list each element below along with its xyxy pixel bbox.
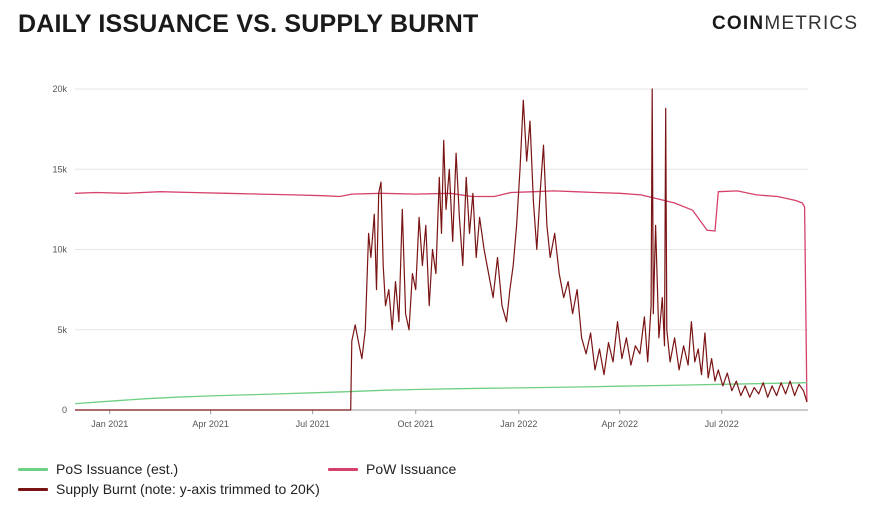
logo-text-bold: COIN [712,13,765,34]
x-tick-label: Apr 2022 [601,419,638,429]
x-tick-label: Jul 2022 [705,419,739,429]
y-tick-label: 10k [52,245,67,255]
legend-swatch-pos [18,467,48,471]
x-tick-label: Apr 2021 [192,419,229,429]
y-tick-label: 15k [52,164,67,174]
legend-swatch-burn [18,487,48,491]
y-tick-label: 0 [62,405,67,415]
y-tick-label: 20k [52,84,67,94]
x-tick-label: Oct 2021 [397,419,434,429]
legend-item-pow: PoW Issuance [328,461,456,477]
chart-title: DAILY ISSUANCE VS. SUPPLY BURNT [18,10,479,38]
legend-label-pow: PoW Issuance [366,461,457,477]
legend-item-burn: Supply Burnt (note: y-axis trimmed to 20… [18,481,320,497]
line-chart: 0 5k 10k 15k 20k Jan 2021 Apr 2021 Jul 2021 Oct … [52,84,808,429]
y-tick-label: 5k [57,325,67,335]
legend-item-pos: PoS Issuance (est.) [18,461,178,477]
logo-text-light: METRICS [764,13,859,34]
legend: PoS Issuance (est.) PoW Issuance Supply … [18,461,578,501]
x-tick-label: Jul 2021 [296,419,330,429]
legend-label-burn: Supply Burnt (note: y-axis trimmed to 20… [56,481,320,497]
coinmetrics-logo: COINMETRICS [712,13,858,35]
x-tick-label: Jan 2022 [500,419,537,429]
series-line-burn [75,88,808,411]
legend-swatch-pow [328,467,358,471]
legend-label-pos: PoS Issuance (est.) [56,461,179,477]
series-line-pow [74,190,808,403]
series-line-pos [74,382,807,405]
x-tick-label: Jan 2021 [91,419,128,429]
